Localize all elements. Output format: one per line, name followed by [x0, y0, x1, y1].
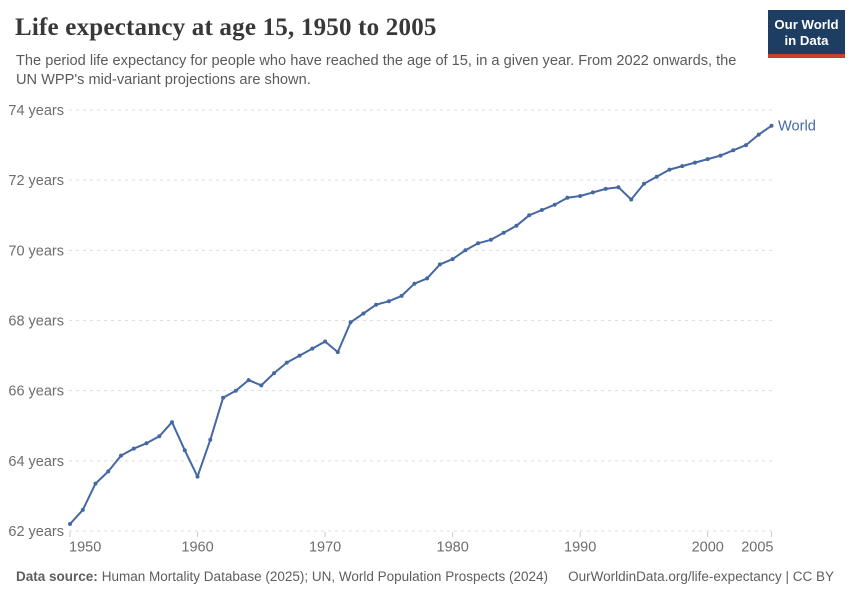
- data-point: [756, 132, 761, 137]
- data-point: [144, 441, 149, 446]
- data-point: [616, 185, 621, 190]
- data-point: [348, 320, 353, 325]
- data-point: [93, 481, 98, 486]
- data-point: [386, 299, 391, 304]
- data-point: [170, 420, 174, 425]
- chart-title: Life expectancy at age 15, 1950 to 2005: [15, 14, 437, 41]
- data-point: [501, 230, 506, 235]
- y-axis-tick-label: 68 years: [8, 314, 64, 330]
- data-source[interactable]: Data source: Human Mortality Database (20…: [16, 569, 548, 584]
- data-point: [654, 174, 659, 179]
- series-label[interactable]: World: [778, 118, 816, 134]
- data-point: [744, 143, 748, 148]
- data-point: [590, 190, 595, 195]
- data-point: [335, 350, 340, 355]
- data-point: [769, 123, 774, 128]
- data-point: [272, 371, 277, 376]
- data-point: [195, 474, 200, 479]
- data-point: [488, 237, 493, 242]
- data-point: [399, 293, 404, 298]
- data-point: [68, 522, 72, 526]
- data-point: [361, 311, 366, 316]
- logo-line-2: in Data: [784, 32, 829, 48]
- data-point: [208, 437, 213, 442]
- data-point: [259, 383, 264, 388]
- data-point: [642, 181, 646, 186]
- data-point: [450, 257, 455, 262]
- data-point: [246, 378, 251, 383]
- data-point: [284, 360, 289, 365]
- data-point: [705, 157, 710, 162]
- data-line[interactable]: [69, 124, 773, 525]
- data-point: [119, 453, 123, 458]
- y-axis-tick-label: 74 years: [8, 103, 64, 119]
- data-point: [603, 186, 608, 191]
- data-point: [552, 202, 557, 207]
- x-axis-tick-label: 1970: [309, 540, 341, 556]
- y-axis-tick-label: 70 years: [8, 243, 64, 259]
- data-point: [463, 248, 468, 253]
- y-axis-tick-label: 62 years: [8, 524, 64, 540]
- data-point: [578, 194, 583, 198]
- data-point: [221, 395, 226, 400]
- data-point: [476, 241, 481, 246]
- data-point: [310, 346, 315, 351]
- data-source-label: Data source:: [16, 569, 98, 584]
- data-point: [374, 302, 379, 307]
- data-point: [323, 339, 328, 344]
- x-axis-tick-label: 1960: [181, 540, 213, 556]
- footer-citation-link[interactable]: OurWorldinData.org/life-expectancy | CC …: [568, 569, 834, 584]
- data-point: [514, 223, 519, 228]
- data-source-value: Human Mortality Database (2025); UN, Wor…: [101, 569, 548, 584]
- x-axis-tick-label: 1950: [69, 540, 101, 556]
- data-point: [425, 276, 430, 281]
- data-point: [80, 507, 85, 512]
- subtitle-line-2: UN WPP's mid-variant projections are sho…: [16, 72, 311, 88]
- x-axis-tick-label: 1980: [437, 540, 469, 556]
- data-point: [565, 195, 570, 200]
- data-point: [437, 262, 442, 267]
- data-point: [539, 208, 544, 212]
- x-axis-tick-label: 2005: [741, 540, 773, 556]
- logo-line-1: Our World: [774, 17, 839, 32]
- data-point: [667, 167, 672, 172]
- data-point: [182, 448, 187, 453]
- data-point: [527, 213, 532, 218]
- x-axis-tick-label: 1990: [564, 540, 596, 556]
- data-point: [412, 281, 417, 286]
- y-axis-tick-label: 72 years: [8, 173, 64, 189]
- y-axis-tick-label: 66 years: [8, 384, 64, 400]
- data-point: [693, 160, 697, 165]
- data-point: [629, 197, 634, 202]
- y-axis-tick-label: 64 years: [8, 454, 64, 470]
- data-point: [680, 164, 685, 169]
- data-point: [731, 148, 736, 153]
- data-point: [718, 153, 723, 158]
- subtitle-line-1: The period life expectancy for people wh…: [16, 53, 737, 69]
- data-point: [106, 469, 111, 474]
- data-point: [233, 388, 238, 393]
- data-point: [157, 434, 162, 439]
- data-point: [131, 446, 136, 451]
- chart-subtitle: The period life expectancy for people wh…: [16, 52, 736, 90]
- x-axis-tick-label: 2000: [692, 540, 724, 556]
- owid-logo[interactable]: Our World in Data: [768, 10, 845, 58]
- data-point: [297, 353, 302, 358]
